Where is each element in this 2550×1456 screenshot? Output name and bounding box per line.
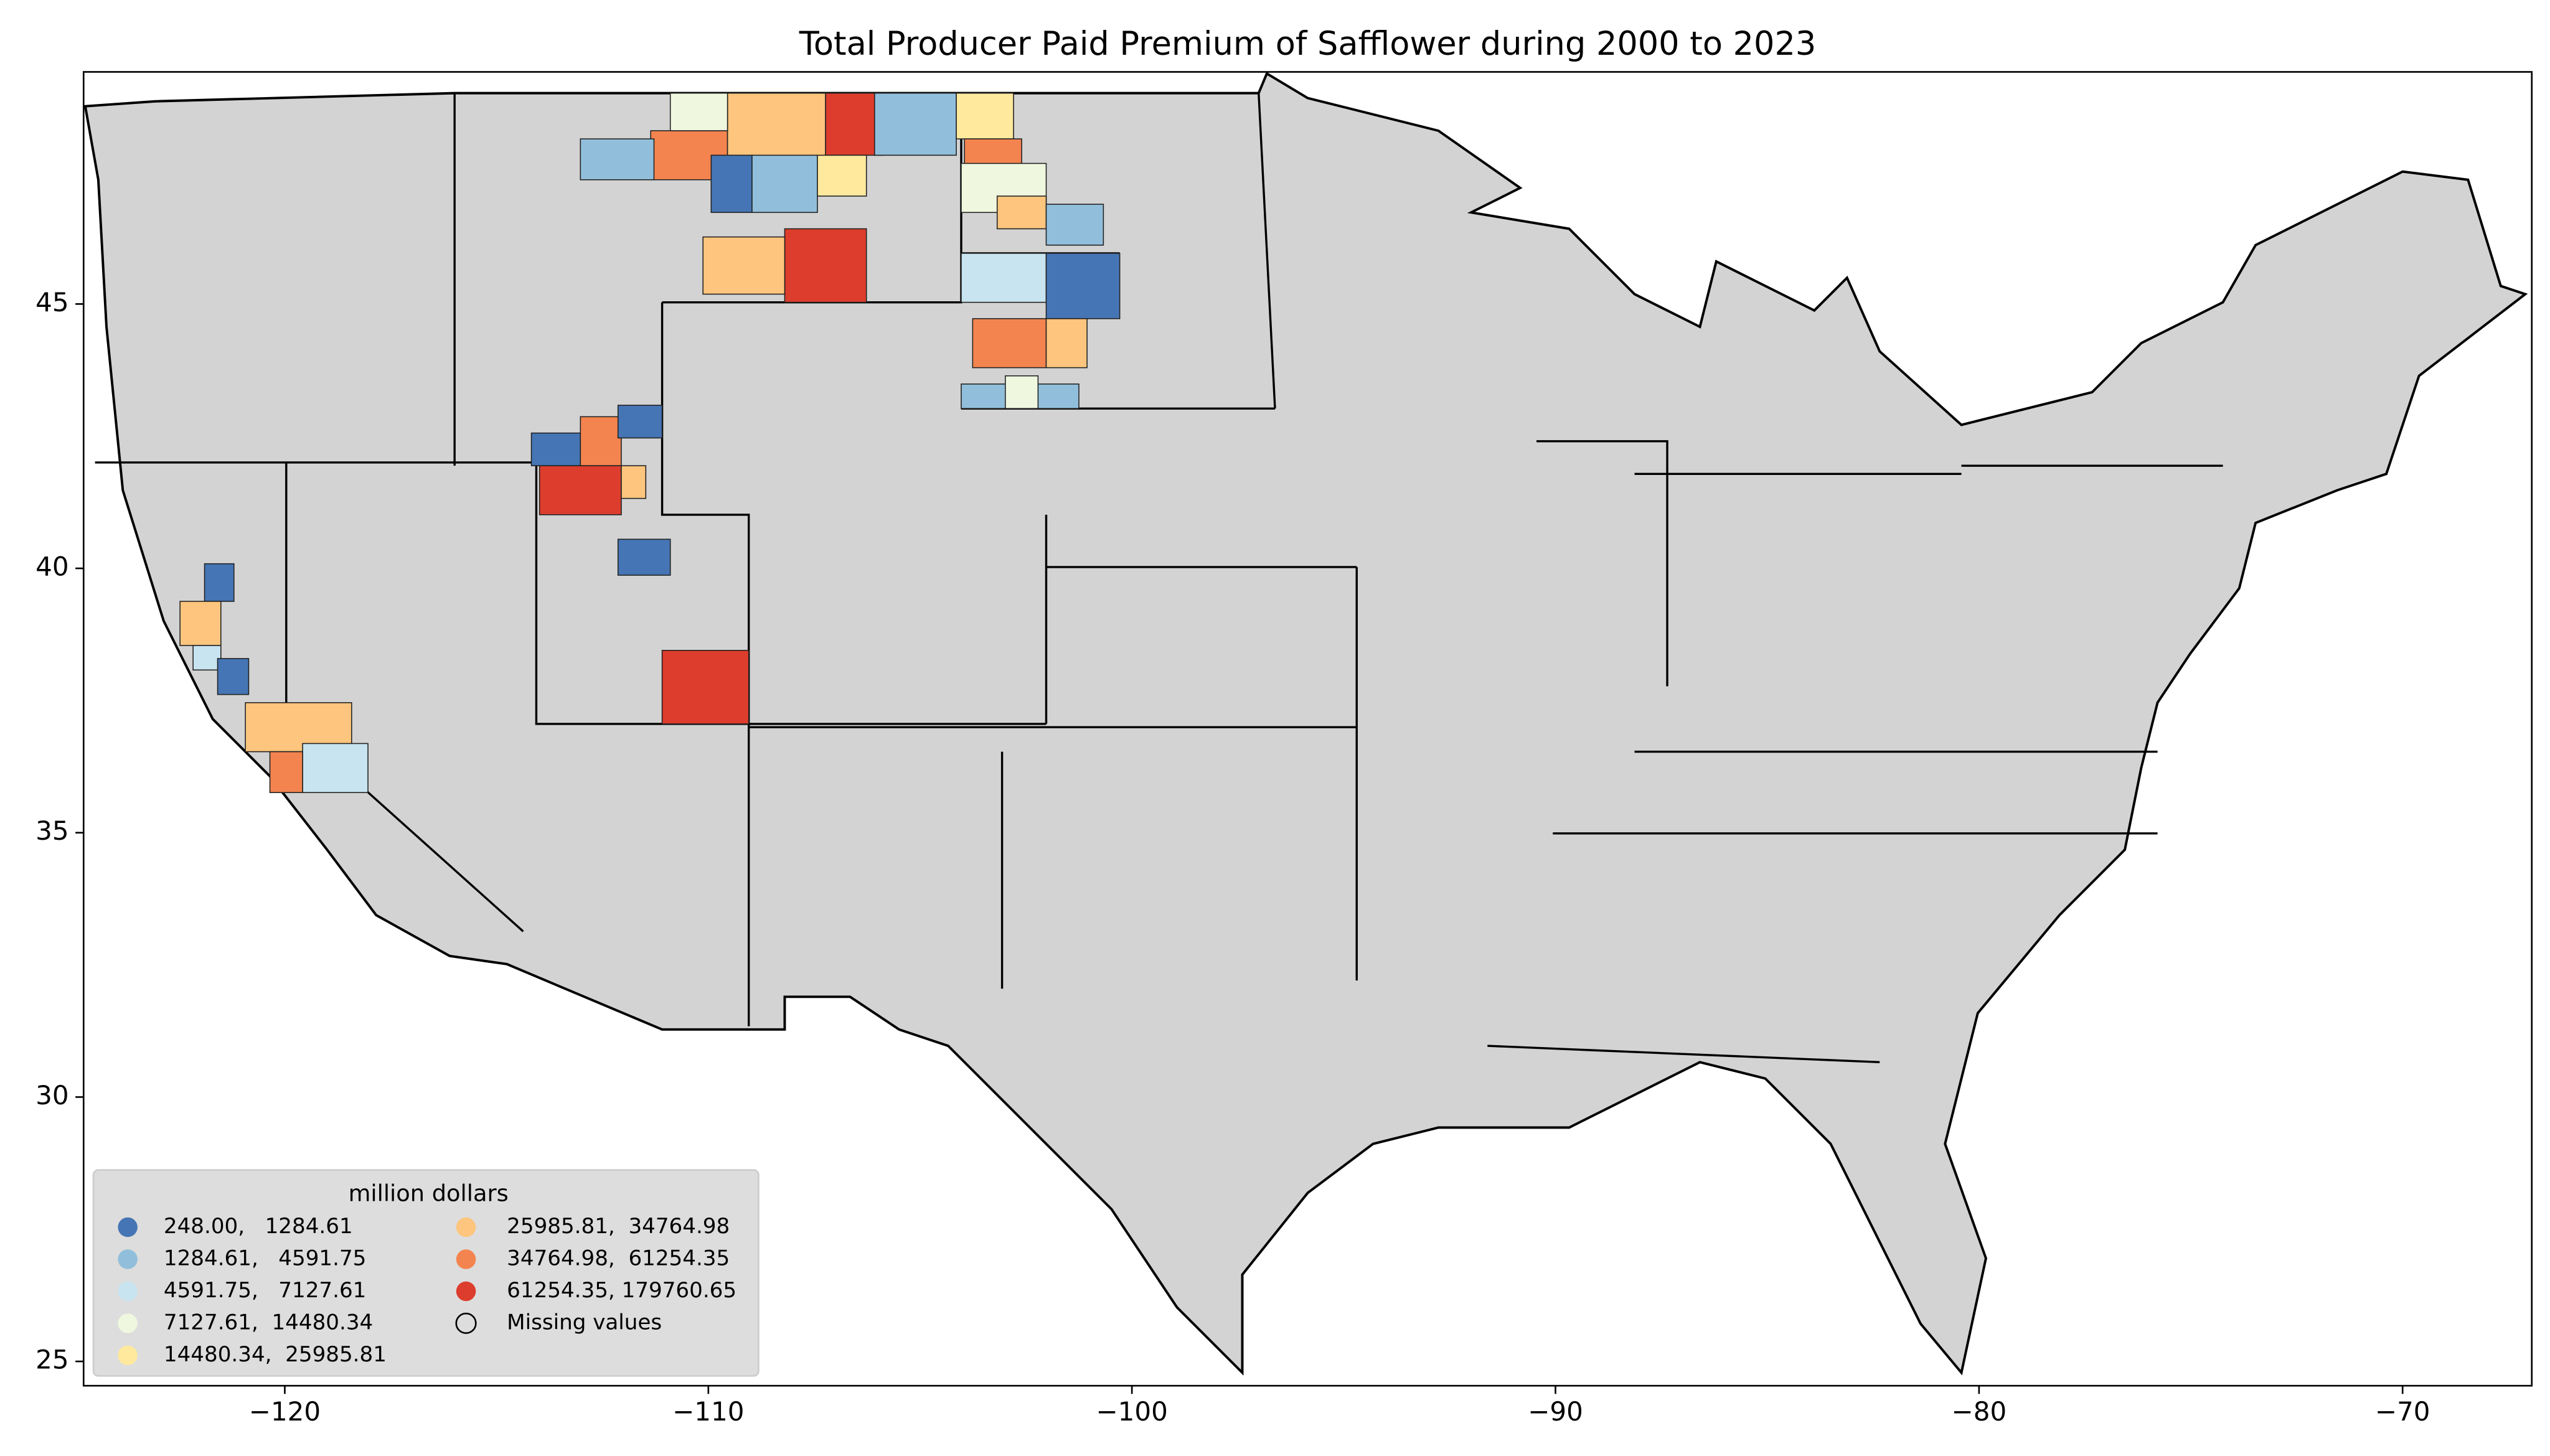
county-patch [1045,253,1121,319]
county-patch [702,236,786,295]
us-outline [83,72,2528,1376]
y-tick-label: 45 [35,287,68,317]
county-patch [217,658,250,695]
county-patch [302,743,369,793]
y-tick-label: 35 [35,815,68,846]
county-patch [539,465,622,515]
county-patch [617,405,663,439]
county-patch [192,645,222,671]
county-patch [179,601,222,646]
x-tick-label: −70 [2375,1396,2430,1427]
legend-label: 248.00, 1284.61 [164,1214,353,1239]
patch-group [179,92,1121,793]
county-patch [1005,375,1039,410]
y-tick-label: 40 [35,552,68,582]
county-patch [669,92,728,131]
county-patch [751,154,818,214]
y-tick-label: 25 [35,1345,68,1375]
legend-marker [118,1313,138,1333]
legend-marker [456,1249,476,1269]
legend-label: Missing values [507,1310,662,1335]
county-patch [661,650,750,725]
map-title: Total Producer Paid Premium of Safflower… [799,25,1817,63]
legend-label: 7127.61, 14480.34 [164,1310,373,1335]
county-patch [204,563,235,602]
county-patch [580,416,622,466]
axes-frame [82,71,2533,1387]
x-tick-label: −100 [1096,1396,1167,1427]
legend-marker [118,1217,138,1238]
county-patch [1045,204,1104,246]
x-tick-label: −90 [1528,1396,1583,1427]
county-patch [530,432,581,466]
legend-marker [118,1345,138,1366]
legend-title: million dollars [349,1180,509,1206]
legend-marker [118,1281,138,1302]
county-patch [972,318,1047,369]
county-patch [621,465,647,499]
county-patch [269,751,303,793]
county-patch [817,154,867,197]
legend-label: 61254.35, 179760.65 [507,1278,736,1303]
legend-label: 14480.34, 25985.81 [164,1342,387,1367]
x-tick-label: −80 [1952,1396,2007,1427]
legend-label: 4591.75, 7127.61 [164,1278,366,1303]
county-patch [996,195,1047,230]
county-patch [784,228,867,303]
legend-label: 25985.81, 34764.98 [507,1214,730,1239]
legend-marker [118,1249,138,1269]
county-patch [956,92,1014,139]
county-patch [617,538,671,576]
legend-marker [455,1312,477,1334]
legend-label: 34764.98, 61254.35 [507,1246,730,1270]
legend-box [92,1169,760,1377]
legend: million dollars 248.00, 1284.61 1284.61, … [92,1169,760,1377]
county-patch [1045,318,1088,369]
county-patch [961,253,1047,303]
legend-label: 1284.61, 4591.75 [164,1246,366,1270]
county-patch [580,138,655,181]
county-patch [710,154,753,214]
y-tick-label: 30 [35,1080,68,1111]
legend-marker [456,1217,476,1238]
x-tick-label: −120 [249,1396,321,1427]
county-patch [874,92,957,156]
x-tick-label: −110 [672,1396,744,1427]
county-patch [825,92,883,156]
county-patch [727,92,826,164]
legend-marker [456,1281,476,1302]
